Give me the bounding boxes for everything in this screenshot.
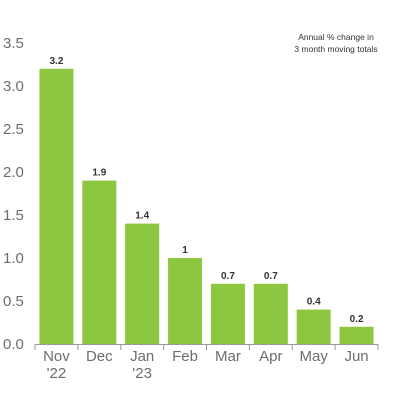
- x-tick-label: Jun: [344, 348, 368, 365]
- bar-value-label: 0.7: [221, 271, 235, 282]
- bar: [210, 283, 245, 344]
- chart-annotation: Annual % change in 3 month moving totals: [294, 32, 377, 54]
- x-tick-label: Nov: [43, 348, 70, 365]
- bar: [296, 309, 331, 344]
- y-axis: 0.0 0.5 1.0 1.5 2.0 2.5 3.0 3.5: [3, 35, 24, 353]
- x-tick-label: Dec: [86, 348, 113, 365]
- bar-value-label: 0.7: [264, 271, 278, 282]
- data-labels: 3.2 1.9 1.4 1 0.7 0.7 0.4 0.2: [49, 56, 363, 325]
- y-tick-label: 3.5: [3, 35, 24, 52]
- y-tick-label: 3.0: [3, 78, 24, 95]
- x-tick-label: Mar: [215, 348, 241, 365]
- bar: [39, 68, 74, 345]
- x-tick-label: Apr: [259, 348, 282, 365]
- x-axis: Nov'22 Dec Jan'23 Feb Mar Apr May Jun: [34, 344, 379, 382]
- y-tick-label: 2.5: [3, 121, 24, 138]
- bar: [125, 223, 160, 344]
- x-tick-label: '23: [132, 365, 152, 382]
- bar-value-label: 1: [182, 245, 188, 256]
- bar-value-label: 0.4: [307, 297, 321, 308]
- bar-value-label: 0.2: [350, 314, 364, 325]
- bar-value-label: 1.9: [92, 168, 106, 179]
- y-tick-label: 2.0: [3, 164, 24, 181]
- y-tick-label: 1.5: [3, 207, 24, 224]
- bar: [339, 326, 374, 344]
- x-tick-label: '22: [47, 365, 67, 382]
- y-tick-label: 0.0: [3, 336, 24, 353]
- bar-value-label: 3.2: [49, 56, 63, 67]
- bar: [168, 258, 203, 344]
- x-tick-label: Jan: [130, 348, 154, 365]
- annotation-line-2: 3 month moving totals: [294, 44, 377, 54]
- x-tick-label: Feb: [172, 348, 198, 365]
- x-tick-label: May: [300, 348, 329, 365]
- bars: [39, 68, 374, 345]
- y-tick-label: 0.5: [3, 293, 24, 310]
- annotation-line-1: Annual % change in: [298, 32, 374, 42]
- y-tick-label: 1.0: [3, 250, 24, 267]
- bar: [82, 180, 117, 344]
- bar-value-label: 1.4: [135, 211, 149, 222]
- bar: [253, 283, 288, 344]
